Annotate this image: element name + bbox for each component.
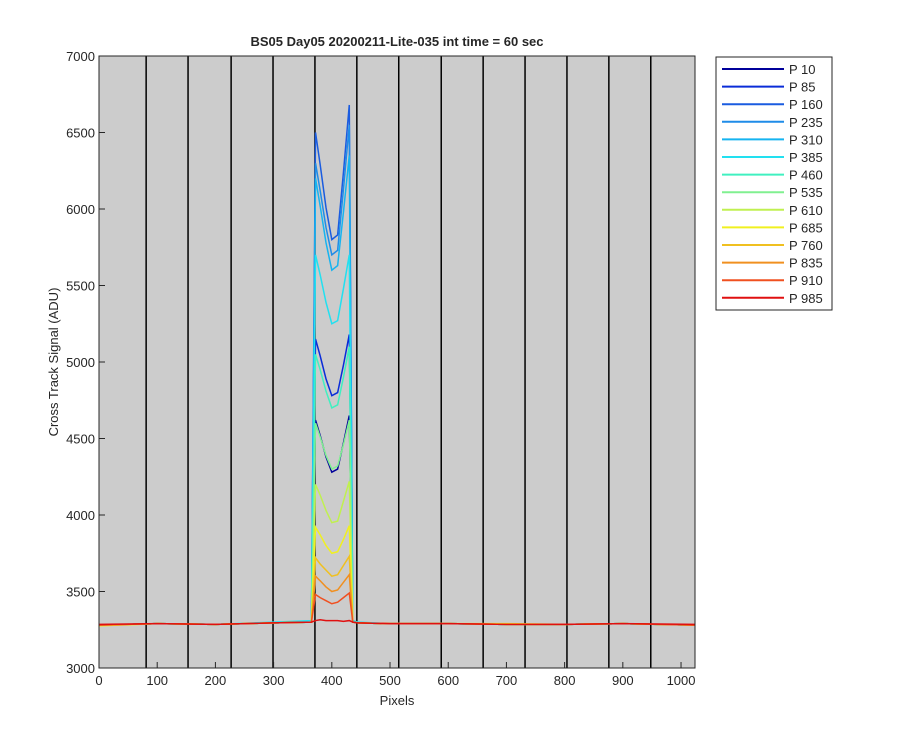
x-tick-label: 600 <box>437 673 459 688</box>
x-tick-label: 100 <box>146 673 168 688</box>
y-tick-label: 6500 <box>66 126 95 141</box>
legend-label: P 985 <box>789 291 823 306</box>
legend-label: P 760 <box>789 238 823 253</box>
x-tick-label: 0 <box>95 673 102 688</box>
legend-label: P 85 <box>789 80 816 95</box>
y-tick-label: 6000 <box>66 202 95 217</box>
x-tick-label: 400 <box>321 673 343 688</box>
x-tick-label: 1000 <box>667 673 696 688</box>
legend-label: P 610 <box>789 203 823 218</box>
axes-box <box>98 55 696 669</box>
x-tick-label: 200 <box>205 673 227 688</box>
legend-label: P 235 <box>789 115 823 130</box>
legend-label: P 10 <box>789 62 816 77</box>
legend-box <box>715 56 833 311</box>
y-tick-label: 3500 <box>66 585 95 600</box>
x-tick-label: 900 <box>612 673 634 688</box>
legend-label: P 685 <box>789 220 823 235</box>
legend-label: P 910 <box>789 273 823 288</box>
y-tick-label: 5500 <box>66 279 95 294</box>
x-axis-label: Pixels <box>380 693 415 708</box>
x-tick-label: 800 <box>554 673 576 688</box>
chart-title: BS05 Day05 20200211-Lite-035 int time = … <box>250 34 543 49</box>
legend-label: P 310 <box>789 132 823 147</box>
x-tick-label: 500 <box>379 673 401 688</box>
y-tick-label: 4500 <box>66 432 95 447</box>
x-tick-label: 300 <box>263 673 285 688</box>
y-tick-label: 7000 <box>66 49 95 64</box>
legend-label: P 835 <box>789 256 823 271</box>
x-tick-label: 700 <box>496 673 518 688</box>
y-tick-label: 3000 <box>66 661 95 676</box>
legend-label: P 385 <box>789 150 823 165</box>
series-line <box>98 619 696 626</box>
legend-label: P 535 <box>789 185 823 200</box>
y-tick-label: 4000 <box>66 508 95 523</box>
y-tick-label: 5000 <box>66 355 95 370</box>
y-axis-label: Cross Track Signal (ADU) <box>46 288 61 437</box>
plot-area <box>99 56 695 668</box>
legend-label: P 460 <box>789 168 823 183</box>
legend-label: P 160 <box>789 97 823 112</box>
